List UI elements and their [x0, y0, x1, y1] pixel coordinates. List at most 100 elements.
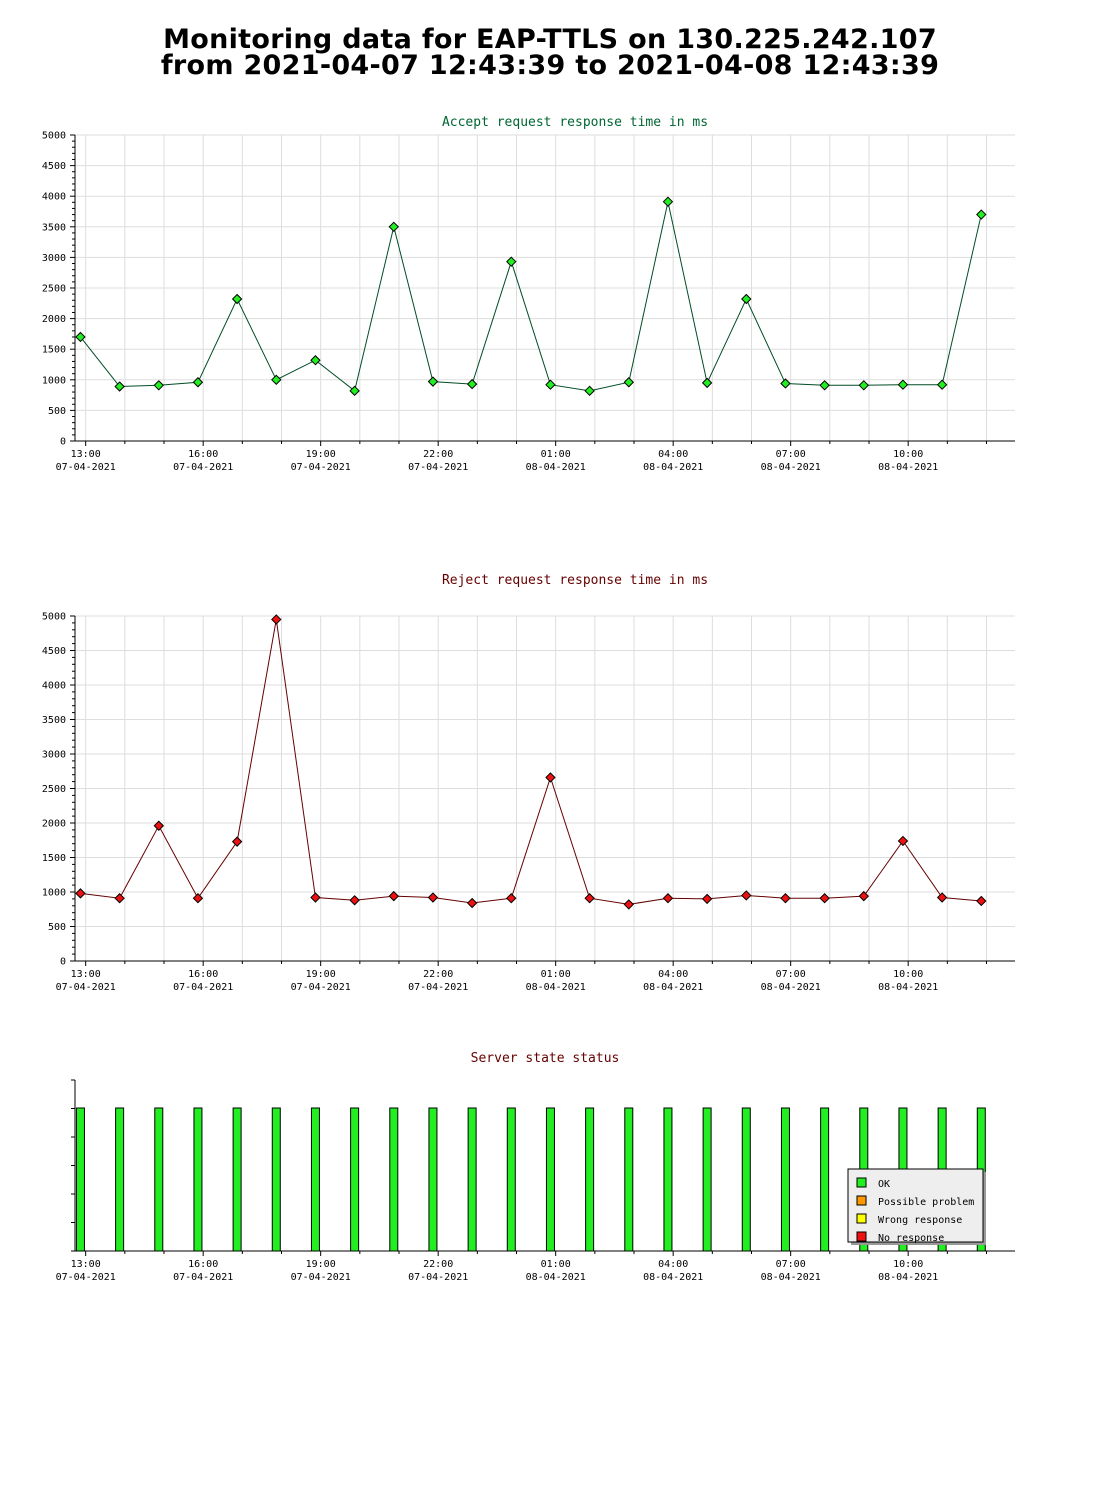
x-tick-label-date: 07-04-2021	[56, 462, 116, 473]
page-title-line-2: from 2021-04-07 12:43:39 to 2021-04-08 1…	[160, 50, 940, 81]
server-status-chart: Server state status 13:00 07-04-2021 16:00 0…	[56, 1051, 1015, 1283]
data-point	[349, 385, 360, 397]
x-tick-label-date: 08-04-2021	[878, 1272, 938, 1283]
legend-label: Wrong response	[878, 1215, 962, 1226]
data-point	[623, 899, 634, 910]
data-point	[662, 893, 674, 904]
x-tick-label-date: 07-04-2021	[408, 1272, 468, 1283]
data-point	[427, 892, 439, 903]
y-tick-label: 2000	[42, 819, 66, 830]
y-tick-label: 3000	[42, 750, 66, 761]
status-bar	[389, 1107, 399, 1252]
legend-swatch	[856, 1195, 867, 1206]
y-tick-label: 2500	[42, 784, 66, 795]
data-point	[310, 892, 321, 903]
data-point	[466, 378, 478, 390]
status-bar	[780, 1107, 790, 1252]
x-tick-label-time: 13:00	[71, 449, 101, 460]
x-tick-label-time: 01:00	[541, 1259, 571, 1270]
legend-label: OK	[878, 1179, 890, 1190]
x-tick-label-time: 04:00	[658, 449, 688, 460]
status-bar	[232, 1107, 242, 1252]
y-tick-label: 1500	[42, 853, 66, 864]
data-point	[858, 380, 869, 391]
x-tick-label-date: 07-04-2021	[173, 462, 233, 473]
x-tick-label-date: 07-04-2021	[173, 982, 233, 993]
x-tick-label-time: 22:00	[423, 449, 453, 460]
x-tick-label-time: 01:00	[541, 449, 571, 460]
x-tick-label-time: 04:00	[658, 1259, 688, 1270]
x-tick-label-time: 16:00	[188, 1259, 218, 1270]
data-point	[506, 256, 517, 267]
x-tick-label-time: 10:00	[893, 969, 923, 980]
status-bar	[154, 1107, 164, 1252]
data-point	[741, 890, 752, 901]
data-point	[897, 379, 909, 390]
y-tick-label: 3500	[42, 222, 66, 233]
data-point	[153, 380, 164, 391]
status-bar	[702, 1107, 712, 1252]
data-point	[936, 892, 948, 903]
data-point	[114, 893, 125, 904]
chart-title: Reject request response time in ms	[442, 573, 708, 588]
x-tick-label-date: 07-04-2021	[408, 982, 468, 993]
y-tick-label: 4000	[42, 192, 66, 203]
status-bar	[663, 1107, 673, 1252]
status-bar	[506, 1107, 516, 1252]
x-tick-label-date: 07-04-2021	[173, 1272, 233, 1283]
x-tick-label-date: 08-04-2021	[526, 462, 586, 473]
data-point	[584, 385, 595, 397]
x-tick-label-time: 19:00	[306, 1259, 336, 1270]
y-tick-label: 2500	[42, 284, 66, 295]
x-tick-label-time: 04:00	[658, 969, 688, 980]
series-line	[80, 201, 982, 392]
accept-response-chart: Accept request response time in ms 0 500 10…	[42, 115, 1015, 473]
data-point	[506, 893, 517, 904]
chart-title: Server state status	[471, 1051, 620, 1066]
data-point	[114, 381, 125, 392]
y-tick-label: 1000	[42, 888, 66, 899]
x-tick-label-date: 08-04-2021	[878, 462, 938, 473]
status-bar	[310, 1107, 320, 1252]
x-tick-label-time: 07:00	[776, 1259, 806, 1270]
x-tick-label-date: 07-04-2021	[408, 462, 468, 473]
data-point	[466, 897, 478, 909]
x-tick-label-date: 08-04-2021	[526, 982, 586, 993]
y-tick-label: 4000	[42, 681, 66, 692]
x-tick-label-time: 19:00	[306, 449, 336, 460]
x-tick-label-time: 07:00	[776, 969, 806, 980]
data-point	[780, 893, 791, 904]
x-tick-label-time: 01:00	[541, 969, 571, 980]
data-point	[192, 377, 204, 388]
data-point	[545, 379, 556, 390]
status-bar	[741, 1107, 751, 1252]
y-tick-label: 0	[60, 957, 66, 968]
reject-response-chart: Reject request response time in ms 0 500 10…	[42, 573, 1015, 993]
x-tick-label-date: 08-04-2021	[761, 1272, 821, 1283]
data-point	[584, 893, 595, 904]
y-tick-label: 1500	[42, 345, 66, 356]
legend-swatch	[856, 1231, 867, 1242]
data-point	[858, 890, 869, 902]
data-point	[388, 890, 399, 902]
x-tick-label-time: 10:00	[893, 1259, 923, 1270]
x-tick-label-date: 08-04-2021	[878, 982, 938, 993]
data-point	[545, 772, 556, 783]
legend-swatch	[856, 1177, 867, 1188]
y-tick-label: 2000	[42, 314, 66, 325]
data-point	[271, 374, 282, 386]
y-tick-label: 0	[60, 437, 66, 448]
x-tick-label-time: 19:00	[306, 969, 336, 980]
status-bar	[193, 1107, 203, 1252]
status-bar	[624, 1107, 634, 1252]
data-point	[819, 893, 830, 904]
x-tick-label-time: 22:00	[423, 969, 453, 980]
chart-title: Accept request response time in ms	[442, 115, 708, 130]
x-tick-label-date: 08-04-2021	[643, 1272, 703, 1283]
data-point	[976, 209, 987, 220]
y-tick-label: 1000	[42, 375, 66, 386]
legend: OK Possible problem Wrong response No respo…	[847, 1168, 986, 1245]
y-tick-label: 4500	[42, 161, 66, 172]
data-point	[388, 221, 399, 233]
x-tick-label-time: 22:00	[423, 1259, 453, 1270]
